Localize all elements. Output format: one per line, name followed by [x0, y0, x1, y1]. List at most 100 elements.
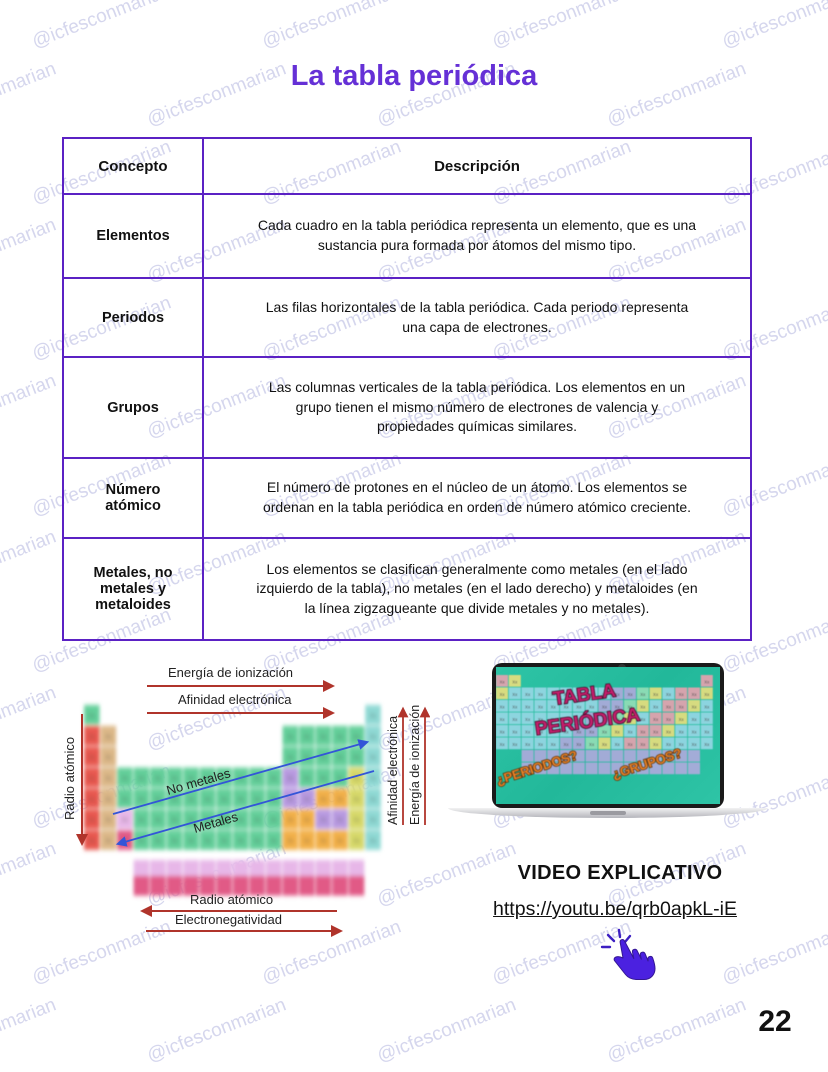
- svg-text:Xx: Xx: [155, 838, 162, 846]
- svg-text:Xx: Xx: [666, 742, 672, 747]
- svg-text:@icfesconmarian: @icfesconmarian: [604, 994, 749, 1066]
- svg-text:Xx: Xx: [525, 692, 531, 697]
- svg-text:Xx: Xx: [138, 775, 145, 783]
- svg-text:Xx: Xx: [204, 796, 211, 804]
- svg-text:Xx: Xx: [640, 742, 646, 747]
- svg-text:Xx: Xx: [237, 838, 244, 846]
- svg-text:Xx: Xx: [105, 775, 112, 783]
- svg-text:Xx: Xx: [538, 692, 544, 697]
- svg-text:Xx: Xx: [666, 717, 672, 722]
- svg-text:Afinidad electrónica: Afinidad electrónica: [386, 716, 400, 825]
- svg-text:Xx: Xx: [320, 733, 327, 741]
- svg-text:Xx: Xx: [370, 712, 377, 720]
- svg-text:Xx: Xx: [640, 717, 646, 722]
- svg-text:Xx: Xx: [691, 729, 697, 734]
- svg-text:Xx: Xx: [589, 704, 595, 709]
- svg-text:Xx: Xx: [304, 817, 311, 825]
- svg-text:Xx: Xx: [499, 692, 505, 697]
- svg-text:Energía de ionización: Energía de ionización: [408, 705, 422, 825]
- svg-text:Xx: Xx: [155, 775, 162, 783]
- svg-text:Xx: Xx: [704, 692, 710, 697]
- svg-text:Radio atómico: Radio atómico: [62, 737, 77, 820]
- svg-text:Xx: Xx: [666, 704, 672, 709]
- svg-text:Xx: Xx: [691, 717, 697, 722]
- svg-text:Electronegatividad: Electronegatividad: [175, 912, 282, 927]
- svg-text:@icfesconmarian: @icfesconmarian: [259, 0, 404, 53]
- svg-text:Xx: Xx: [640, 704, 646, 709]
- svg-text:Xx: Xx: [704, 717, 710, 722]
- svg-text:Xx: Xx: [304, 733, 311, 741]
- svg-text:Xx: Xx: [653, 704, 659, 709]
- svg-text:Xx: Xx: [88, 733, 95, 741]
- svg-text:Xx: Xx: [627, 692, 633, 697]
- svg-text:Xx: Xx: [499, 679, 505, 684]
- svg-text:Xx: Xx: [88, 838, 95, 846]
- svg-text:@icfesconmarian: @icfesconmarian: [489, 0, 634, 53]
- svg-text:Xx: Xx: [155, 817, 162, 825]
- svg-text:Energía de ionización: Energía de ionización: [168, 665, 293, 680]
- svg-text:@icfesconmarian: @icfesconmarian: [0, 370, 59, 442]
- svg-text:Xx: Xx: [304, 838, 311, 846]
- svg-text:Xx: Xx: [353, 817, 360, 825]
- svg-text:Xx: Xx: [679, 692, 685, 697]
- svg-text:Xx: Xx: [525, 717, 531, 722]
- svg-text:Xx: Xx: [370, 754, 377, 762]
- svg-text:Xx: Xx: [320, 775, 327, 783]
- svg-text:Xx: Xx: [627, 742, 633, 747]
- svg-text:Xx: Xx: [370, 796, 377, 804]
- svg-text:Xx: Xx: [538, 742, 544, 747]
- svg-text:Xx: Xx: [287, 754, 294, 762]
- svg-text:Xx: Xx: [512, 679, 518, 684]
- svg-text:Xx: Xx: [337, 817, 344, 825]
- svg-text:Xx: Xx: [704, 742, 710, 747]
- svg-text:@icfesconmarian: @icfesconmarian: [0, 994, 59, 1066]
- svg-text:Xx: Xx: [337, 838, 344, 846]
- svg-text:Xx: Xx: [499, 717, 505, 722]
- svg-text:Xx: Xx: [666, 729, 672, 734]
- svg-text:Xx: Xx: [105, 796, 112, 804]
- svg-text:Xx: Xx: [370, 775, 377, 783]
- svg-text:Xx: Xx: [525, 742, 531, 747]
- svg-text:Xx: Xx: [679, 729, 685, 734]
- svg-text:Xx: Xx: [221, 796, 228, 804]
- svg-text:Xx: Xx: [270, 838, 277, 846]
- svg-text:Xx: Xx: [287, 733, 294, 741]
- svg-text:Xx: Xx: [254, 817, 261, 825]
- svg-text:Xx: Xx: [679, 717, 685, 722]
- svg-text:Xx: Xx: [370, 838, 377, 846]
- svg-text:Xx: Xx: [287, 796, 294, 804]
- svg-text:Xx: Xx: [105, 838, 112, 846]
- svg-text:Xx: Xx: [512, 692, 518, 697]
- svg-text:Xx: Xx: [691, 704, 697, 709]
- svg-text:Xx: Xx: [691, 692, 697, 697]
- svg-text:Xx: Xx: [704, 679, 710, 684]
- svg-text:Xx: Xx: [88, 712, 95, 720]
- svg-text:Xx: Xx: [525, 704, 531, 709]
- svg-text:Xx: Xx: [287, 838, 294, 846]
- svg-text:Xx: Xx: [512, 729, 518, 734]
- svg-text:Xx: Xx: [320, 796, 327, 804]
- svg-text:Xx: Xx: [525, 729, 531, 734]
- svg-text:Xx: Xx: [270, 817, 277, 825]
- svg-text:Xx: Xx: [337, 733, 344, 741]
- svg-text:@icfesconmarian: @icfesconmarian: [29, 0, 174, 53]
- svg-text:Xx: Xx: [353, 796, 360, 804]
- svg-text:Xx: Xx: [653, 717, 659, 722]
- svg-text:Xx: Xx: [653, 692, 659, 697]
- svg-text:Radio atómico: Radio atómico: [190, 892, 273, 907]
- svg-text:Xx: Xx: [704, 704, 710, 709]
- svg-text:Xx: Xx: [188, 796, 195, 804]
- svg-text:Xx: Xx: [679, 704, 685, 709]
- svg-text:Xx: Xx: [512, 717, 518, 722]
- svg-text:Metales: Metales: [192, 809, 240, 836]
- svg-text:Xx: Xx: [320, 838, 327, 846]
- svg-text:Xx: Xx: [254, 796, 261, 804]
- svg-text:Xx: Xx: [627, 729, 633, 734]
- svg-text:Xx: Xx: [512, 704, 518, 709]
- svg-text:Xx: Xx: [353, 754, 360, 762]
- svg-text:Afinidad electrónica: Afinidad electrónica: [178, 692, 292, 707]
- svg-text:Xx: Xx: [138, 796, 145, 804]
- svg-text:Xx: Xx: [105, 733, 112, 741]
- svg-text:Xx: Xx: [679, 742, 685, 747]
- svg-text:Xx: Xx: [254, 838, 261, 846]
